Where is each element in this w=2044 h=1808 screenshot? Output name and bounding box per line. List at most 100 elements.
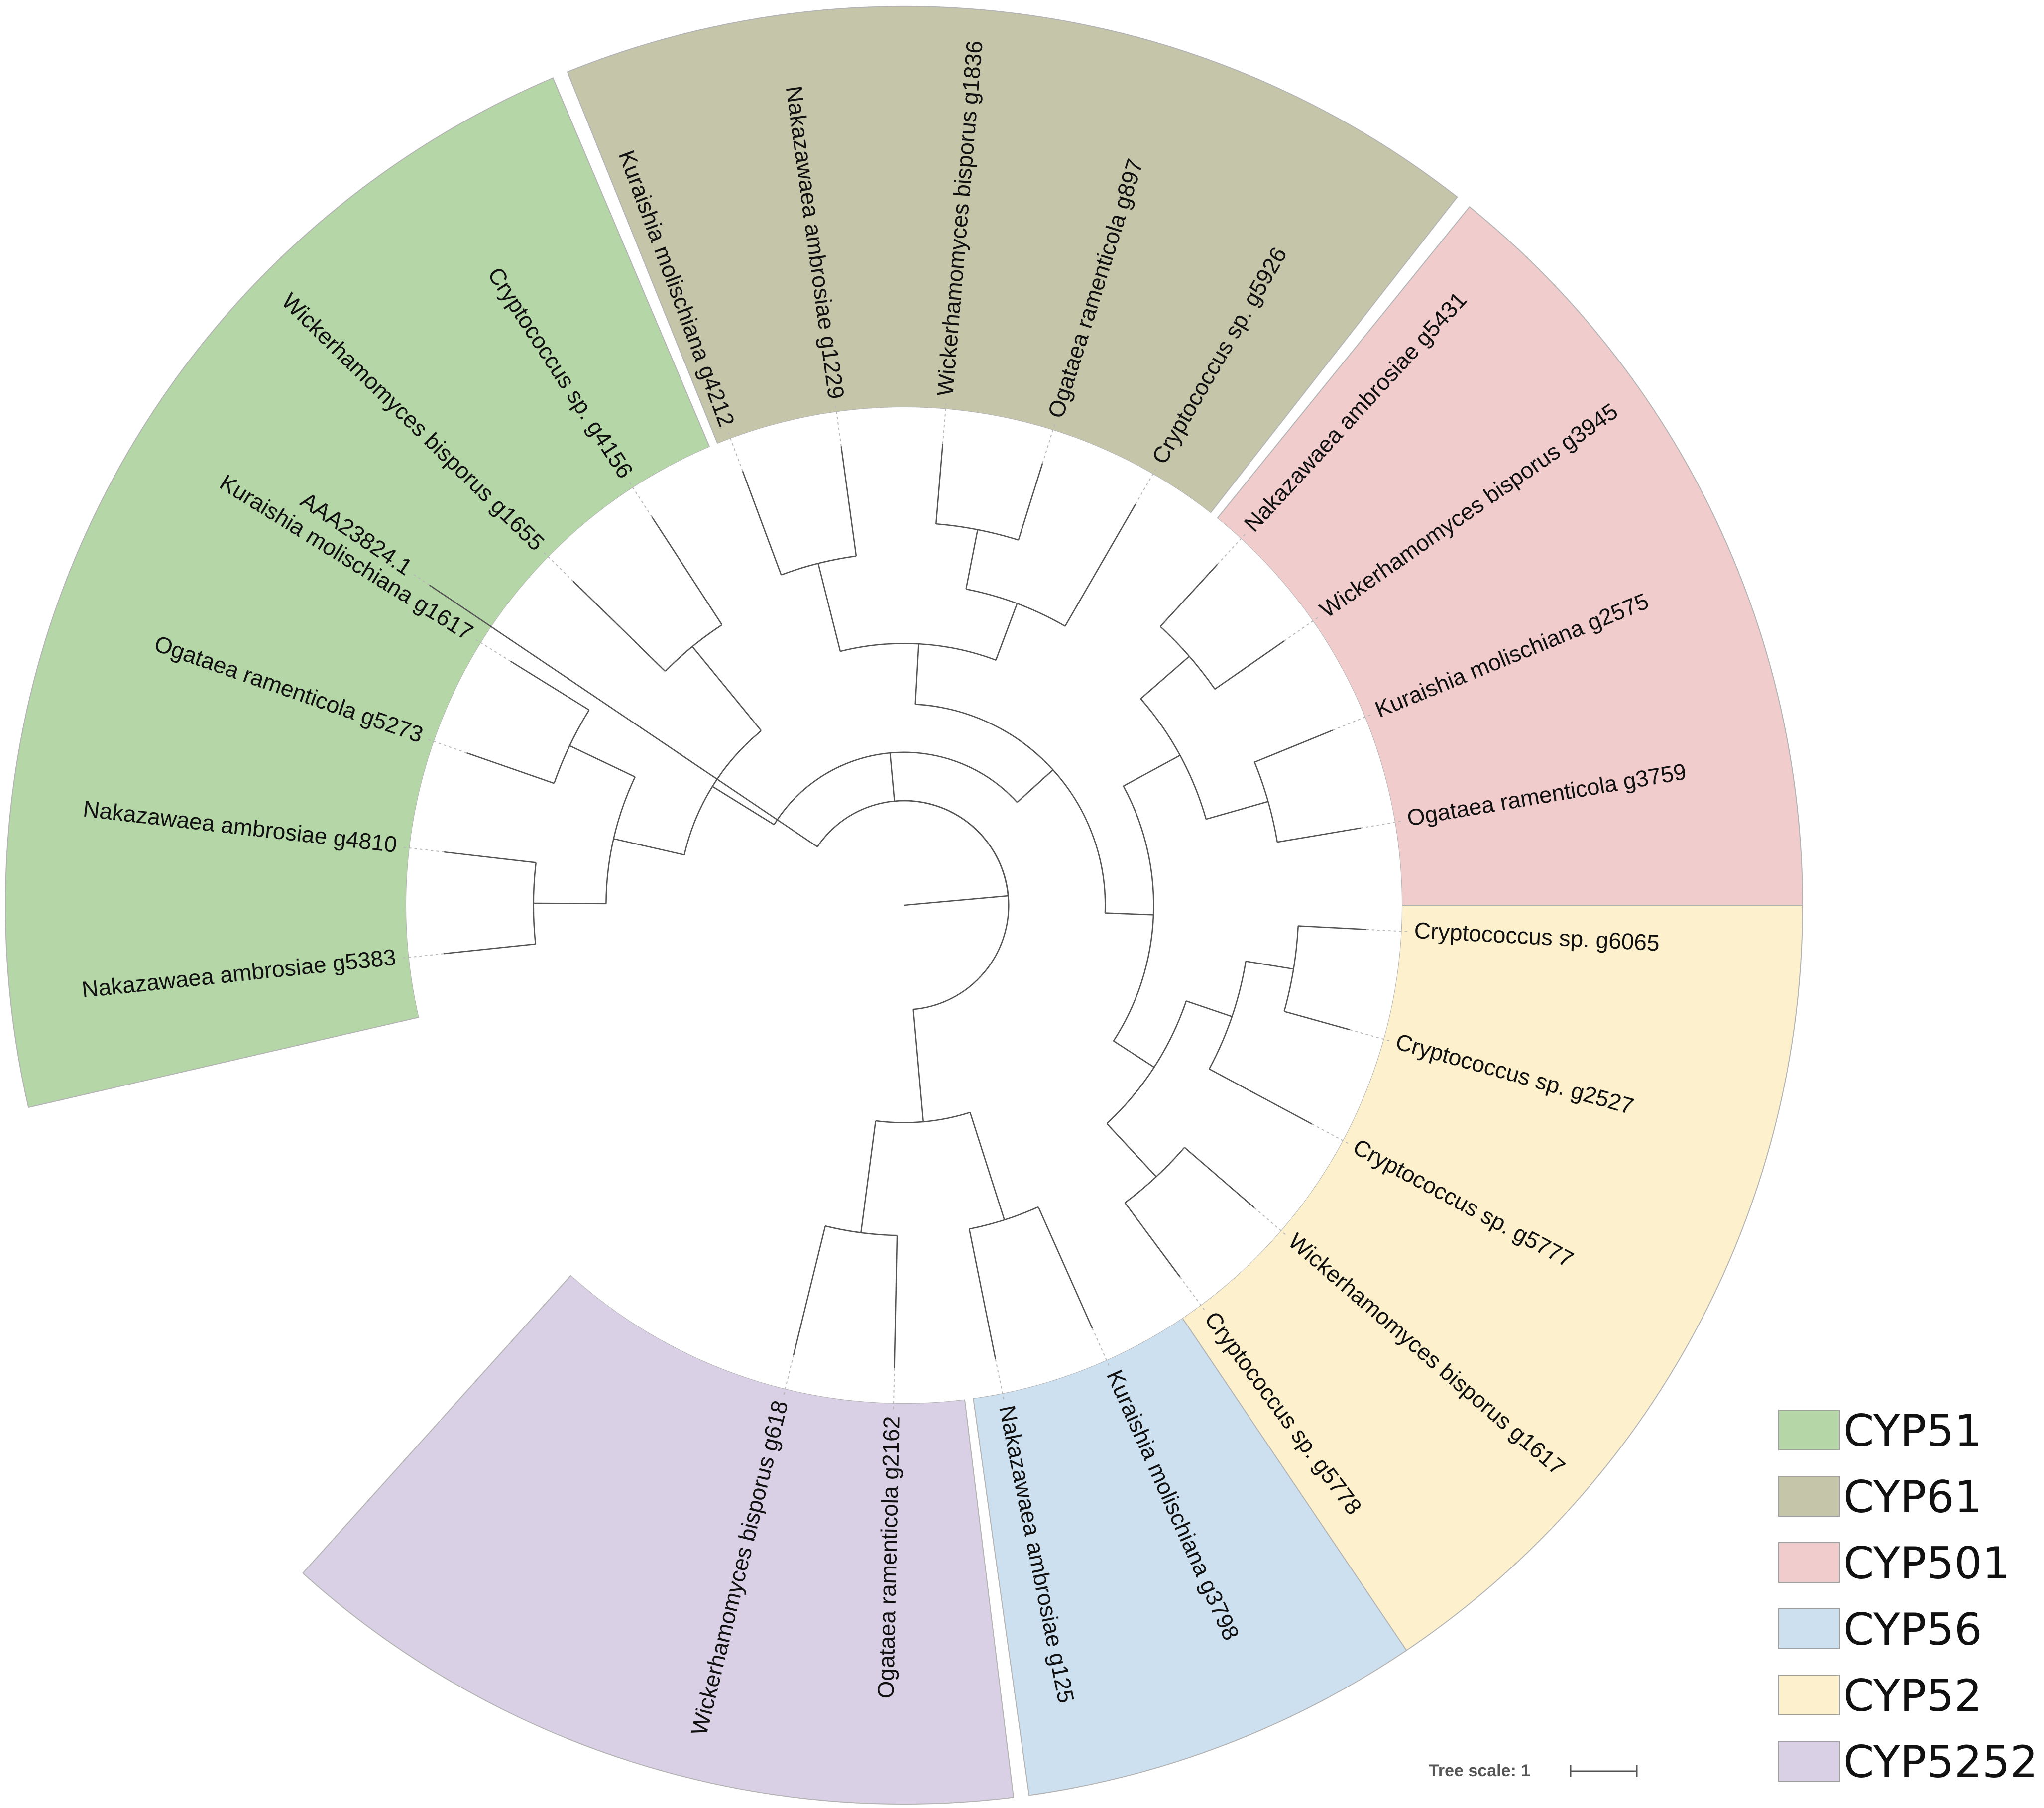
branch-edge-9 <box>443 943 536 955</box>
branch-edge-1 <box>889 753 896 801</box>
branch-arc-62 <box>969 1206 1039 1230</box>
branch-edge-57 <box>1184 1147 1255 1208</box>
branch-edge-13 <box>466 752 555 784</box>
legend-label-cyp501: CYP501 <box>1843 1538 2010 1589</box>
branch-edge-5 <box>613 838 684 856</box>
leaf-guide-9 <box>1042 424 1055 464</box>
legend-swatch-cyp61 <box>1778 1476 1840 1517</box>
branch-arc-49 <box>1208 961 1247 1070</box>
leaf-guide-19 <box>1179 1277 1205 1311</box>
branch-arc-39 <box>1159 626 1216 690</box>
branch-edge-19 <box>1017 769 1053 803</box>
branch-edge-17 <box>572 581 666 672</box>
branch-edge-7 <box>533 902 606 905</box>
leaf-guide-8 <box>942 403 947 444</box>
branch-edge-27 <box>995 603 1018 661</box>
leaf-guide-21 <box>995 1359 1005 1400</box>
legend-label-cyp52: CYP52 <box>1843 1670 1982 1721</box>
legend-label-cyp56: CYP56 <box>1843 1604 1982 1655</box>
leaf-guide-11 <box>1217 534 1246 565</box>
leaf-guide-4 <box>544 552 574 582</box>
legend-swatch-cyp501 <box>1778 1542 1840 1583</box>
branch-arc-56 <box>1124 1147 1185 1204</box>
branch-arc-20 <box>915 704 1106 913</box>
leaf-guide-3 <box>475 639 511 662</box>
legend: CYP51 CYP61 CYP501 CYP56 CYP52 CYP5252 <box>1778 1405 2038 1788</box>
outgroup-branch <box>429 584 818 847</box>
branch-arc-66 <box>825 1225 898 1236</box>
branch-edge-59 <box>912 1009 924 1122</box>
leaf-guide-23 <box>783 1354 795 1395</box>
leaf-guide-14 <box>1360 821 1401 829</box>
leaf-guide-20 <box>1092 1328 1110 1366</box>
leaf-guide-10 <box>1135 469 1156 505</box>
branch-edge-52 <box>1298 925 1366 930</box>
branch-edge-15 <box>691 646 762 731</box>
branch-edge-46 <box>1113 1040 1155 1068</box>
branch-edge-11 <box>569 745 636 778</box>
branch-edge-14 <box>510 660 590 711</box>
branch-edge-67 <box>894 1235 898 1368</box>
legend-label-cyp5252: CYP5252 <box>1843 1736 2038 1788</box>
branch-edge-18 <box>651 516 723 625</box>
branch-arc-51 <box>1283 926 1299 1012</box>
outgroup-guide <box>412 573 430 586</box>
leaf-guide-17 <box>1312 1123 1349 1144</box>
branch-edge-34 <box>1105 912 1154 916</box>
branch-edge-64 <box>968 1228 997 1359</box>
leaf-guide-13 <box>1332 714 1371 731</box>
branch-edge-21 <box>914 644 919 705</box>
leaf-guide-lines <box>403 403 1407 1409</box>
branch-edge-63 <box>1037 1206 1093 1329</box>
leaf-guide-1 <box>403 846 445 853</box>
branch-edge-10 <box>444 851 536 863</box>
branch-edge-42 <box>1206 801 1268 820</box>
branch-edge-58 <box>1124 1202 1181 1278</box>
branch-edge-3 <box>712 786 775 826</box>
branch-edge-61 <box>969 1112 1005 1220</box>
legend-swatch-cyp51 <box>1778 1410 1840 1450</box>
legend-swatch-cyp52 <box>1778 1675 1840 1715</box>
leaf-guide-2 <box>428 739 467 754</box>
leaf-guide-5 <box>629 482 653 517</box>
branch-edge-38 <box>1140 656 1190 700</box>
tree-branches <box>429 444 1366 1368</box>
branch-edge-68 <box>793 1225 826 1355</box>
legend-label-cyp61: CYP61 <box>1843 1471 1982 1523</box>
branch-arc-22 <box>840 642 996 661</box>
leaf-guide-15 <box>1366 929 1407 932</box>
branch-edge-31 <box>935 444 944 524</box>
branch-edge-40 <box>1159 564 1218 627</box>
leaf-guide-7 <box>835 406 842 447</box>
branch-edge-41 <box>1214 640 1285 690</box>
branch-edge-45 <box>1277 827 1361 843</box>
branch-edge-54 <box>1209 1068 1313 1125</box>
branch-arc-24 <box>781 555 857 576</box>
leaf-guide-18 <box>1254 1207 1286 1235</box>
branch-arc-37 <box>1140 698 1207 820</box>
branch-arc-4 <box>683 730 762 855</box>
branch-edge-23 <box>817 563 841 652</box>
leaf-guide-0 <box>403 953 444 959</box>
branch-arc-47 <box>1106 1000 1187 1124</box>
branch-edge-50 <box>1246 961 1294 970</box>
branch-arc-16 <box>665 624 723 672</box>
leaf-guide-16 <box>1350 1029 1389 1042</box>
branch-edge-36 <box>1123 754 1181 787</box>
branch-arc-12 <box>553 710 590 784</box>
branch-edge-29 <box>965 529 979 590</box>
tree-scale: Tree scale: 1 <box>1429 1761 1638 1780</box>
leaf-guide-22 <box>893 1368 895 1409</box>
branch-edge-65 <box>860 1120 877 1233</box>
branch-arc-8 <box>533 862 537 944</box>
tree-scale-label: Tree scale: 1 <box>1429 1761 1530 1780</box>
leaf-guide-12 <box>1284 617 1318 642</box>
branch-edge-33 <box>1064 503 1136 627</box>
branch-edge-48 <box>1186 1000 1233 1017</box>
branch-arc-30 <box>936 523 1019 541</box>
leaf-label: Ogataea ramenticola g2162 <box>873 1416 905 1699</box>
branch-arc-28 <box>966 588 1066 627</box>
leaf-guide-6 <box>728 433 743 472</box>
clade-sector-cyp56 <box>973 1317 1407 1796</box>
branch-edge-53 <box>1284 1010 1351 1031</box>
